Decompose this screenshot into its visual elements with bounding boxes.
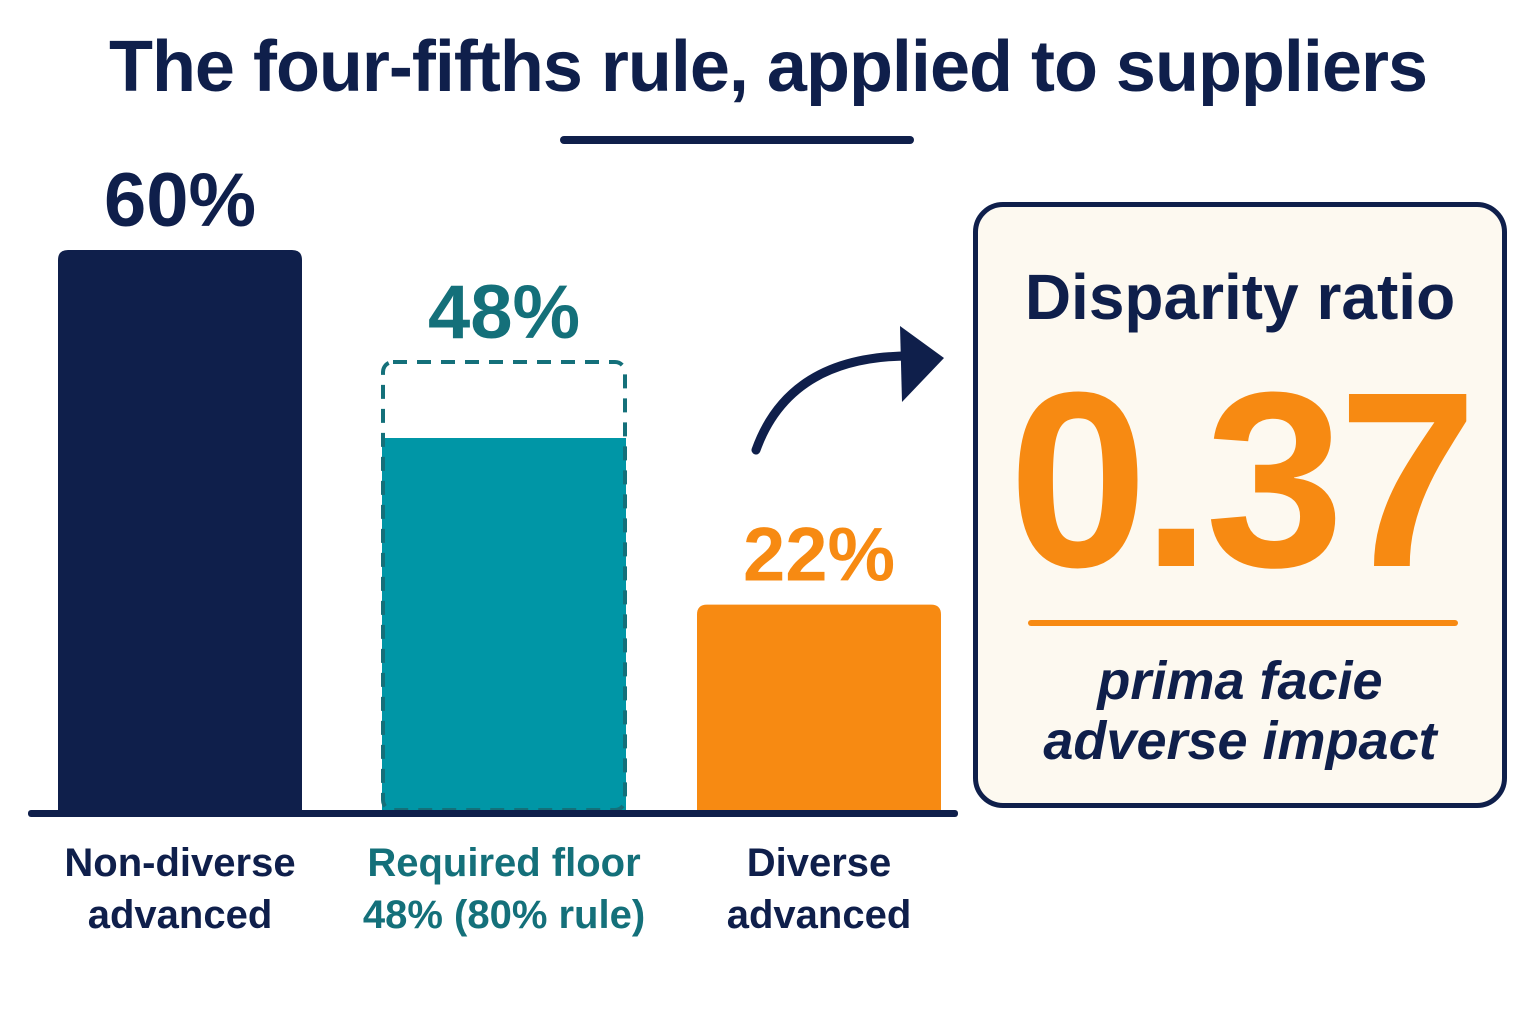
category-label: Diverse [747,841,892,885]
category-label: 48% (80% rule) [363,893,645,937]
category-label: Required floor [367,841,640,885]
bar-chart: 60% Non-diverse advanced 48% Required floor 4… [28,158,958,937]
title-underline [560,136,914,144]
callout-note-line-1: prima facie [1097,651,1383,711]
callout-label: Disparity ratio [1024,261,1456,333]
disparity-ratio-callout: Disparity ratio 0.37 prima facie adverse… [973,202,1507,808]
bar-non-diverse [58,250,302,810]
arrow-head-icon [900,326,944,402]
arrow-curve [751,351,917,455]
category-label: Non-diverse [64,841,295,885]
category-label: advanced [88,893,273,937]
category-label: advanced [727,893,912,937]
callout-value: 0.37 [1008,340,1478,619]
chart-title: The four-fifths rule, applied to supplie… [108,27,1428,107]
value-label: 60% [104,158,256,243]
x-axis-baseline [28,810,958,817]
callout-note-line-2: adverse impact [1043,711,1437,771]
bar-required-floor [382,438,626,810]
callout-divider [1028,620,1458,626]
callout-note: prima facie adverse impact [978,651,1502,771]
bar-diverse [697,604,941,810]
value-label: 48% [428,270,580,355]
value-label: 22% [743,513,895,598]
